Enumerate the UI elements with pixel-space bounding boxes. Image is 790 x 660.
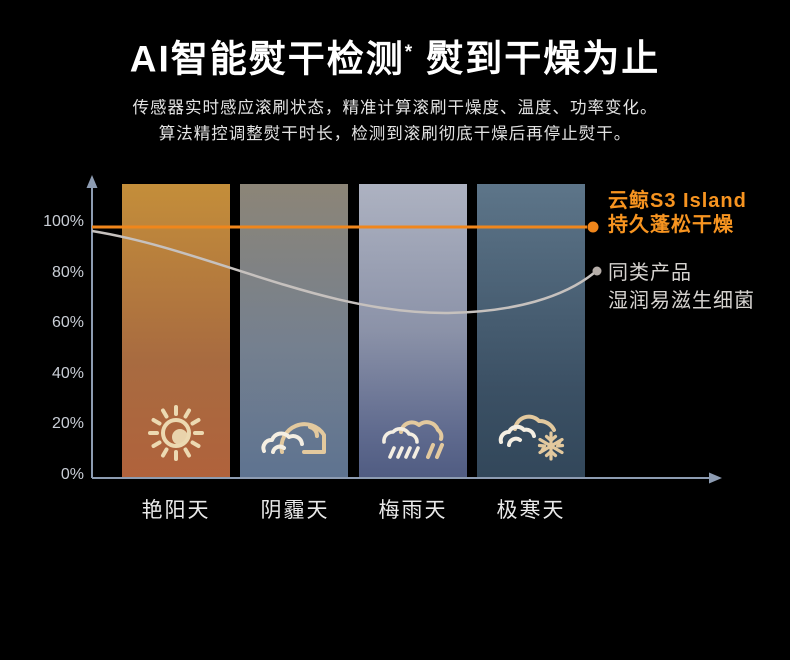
- competitor-series-label-line2: 湿润易滋生细菌: [608, 290, 755, 312]
- category-rainy: 梅雨天: [378, 499, 448, 522]
- page-title: AI智能熨干检测* 熨到干燥为止: [0, 28, 790, 80]
- hazy-icon: [261, 422, 326, 454]
- ytick-0: 0%: [60, 466, 84, 483]
- competitor-series-label-line1: 同类产品: [608, 262, 692, 284]
- ytick-80: 80%: [51, 264, 84, 281]
- bar-rainy: [359, 184, 467, 478]
- competitor-dot: [592, 266, 602, 276]
- narwal-series-label: 云鲸S3 Island 持久蓬松干燥: [608, 189, 747, 237]
- bar-hazy: [240, 184, 348, 478]
- narwal-dot: [587, 221, 599, 233]
- competitor-series-label: 同类产品 湿润易滋生细菌: [608, 259, 755, 315]
- category-sunny: 艳阳天: [141, 499, 211, 522]
- snowy-icon: [498, 414, 565, 461]
- ytick-20: 20%: [51, 415, 84, 432]
- rainy-icon: [382, 420, 444, 459]
- bar-sunny: [122, 184, 230, 478]
- title-main: AI智能熨干检测: [129, 38, 405, 80]
- narwal-series-label-line2: 持久蓬松干燥: [608, 214, 734, 236]
- bar-snowy: [477, 184, 585, 478]
- subtitle-line2: 算法精控调整熨干时长，检测到滚刷彻底干燥后再停止熨干。: [158, 125, 632, 143]
- subtitle: 传感器实时感应滚刷状态，精准计算滚刷干燥度、温度、功率变化。 算法精控调整熨干时…: [0, 95, 790, 147]
- narwal-series-label-line1: 云鲸S3 Island: [608, 190, 747, 212]
- title-asterisk: *: [404, 42, 413, 63]
- ytick-40: 40%: [51, 365, 84, 382]
- x-axis-arrow-icon: [709, 472, 722, 484]
- subtitle-line1: 传感器实时感应滚刷状态，精准计算滚刷干燥度、温度、功率变化。: [132, 99, 658, 117]
- y-axis-arrow-icon: [86, 175, 98, 188]
- ytick-60: 60%: [51, 314, 84, 331]
- title-suffix: 熨到干燥为止: [426, 38, 661, 80]
- category-snowy: 极寒天: [496, 499, 566, 522]
- category-hazy: 阴霾天: [260, 499, 330, 522]
- sunny-icon: [148, 405, 204, 461]
- ytick-100: 100%: [43, 213, 84, 230]
